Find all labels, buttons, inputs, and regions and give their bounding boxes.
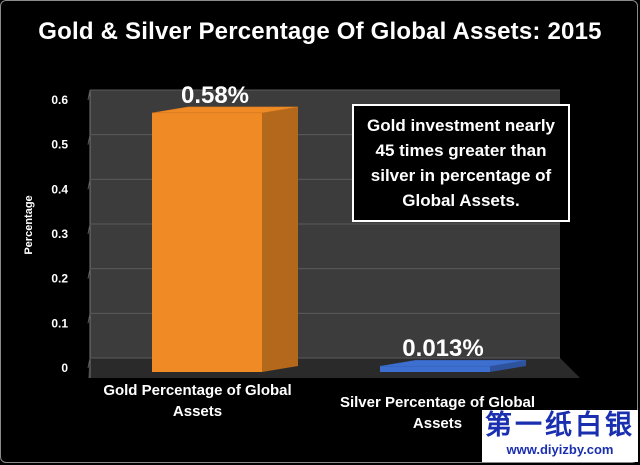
bar-front-1 [380,366,490,372]
data-label-1: 0.013% [402,335,483,362]
chart-title: Gold & Silver Percentage Of Global Asset… [38,18,602,45]
x-category-label-silver: Silver Percentage of Global Assets [339,394,536,432]
grid-line-side [87,357,91,369]
data-labels: 0.58% 0.013% [181,82,484,362]
grid-line-side [87,179,91,190]
annotation-box: Gold investment nearly 45 times greater … [352,104,570,222]
bar-front-0 [152,112,262,372]
bar-side-1 [490,360,526,372]
y-tick-label: 0.5 [51,138,68,152]
y-tick-label: 0 [61,361,68,375]
y-tick-label: 0.2 [51,272,68,286]
grid-line-side [87,313,91,324]
grid-line-side [87,89,91,101]
bars [151,106,527,372]
y-tick-labels: 0 0.1 0.2 0.3 0.4 0.5 0.6 [51,93,68,375]
bar-top-1 [379,359,527,367]
watermark-logo: 第一纸白银 www.diyizby.com [482,410,638,462]
y-tick-label: 0.1 [51,316,68,330]
bar-side-0 [262,106,298,372]
y-tick-label: 0.4 [51,182,68,196]
y-axis-label: Percentage [23,195,35,255]
y-tick-label: 0.6 [51,93,68,107]
grid-line-side [87,223,91,235]
watermark-url: www.diyizby.com [506,442,614,457]
bar-top-0 [151,106,299,114]
watermark-chars: 第一纸白银 [485,410,635,441]
grid-line-side [87,268,91,279]
x-category-label-gold: Gold Percentage of Global Assets [103,382,292,420]
grid-line-side [87,134,91,145]
data-label-0: 0.58% [181,82,249,109]
y-tick-label: 0.3 [51,227,68,241]
